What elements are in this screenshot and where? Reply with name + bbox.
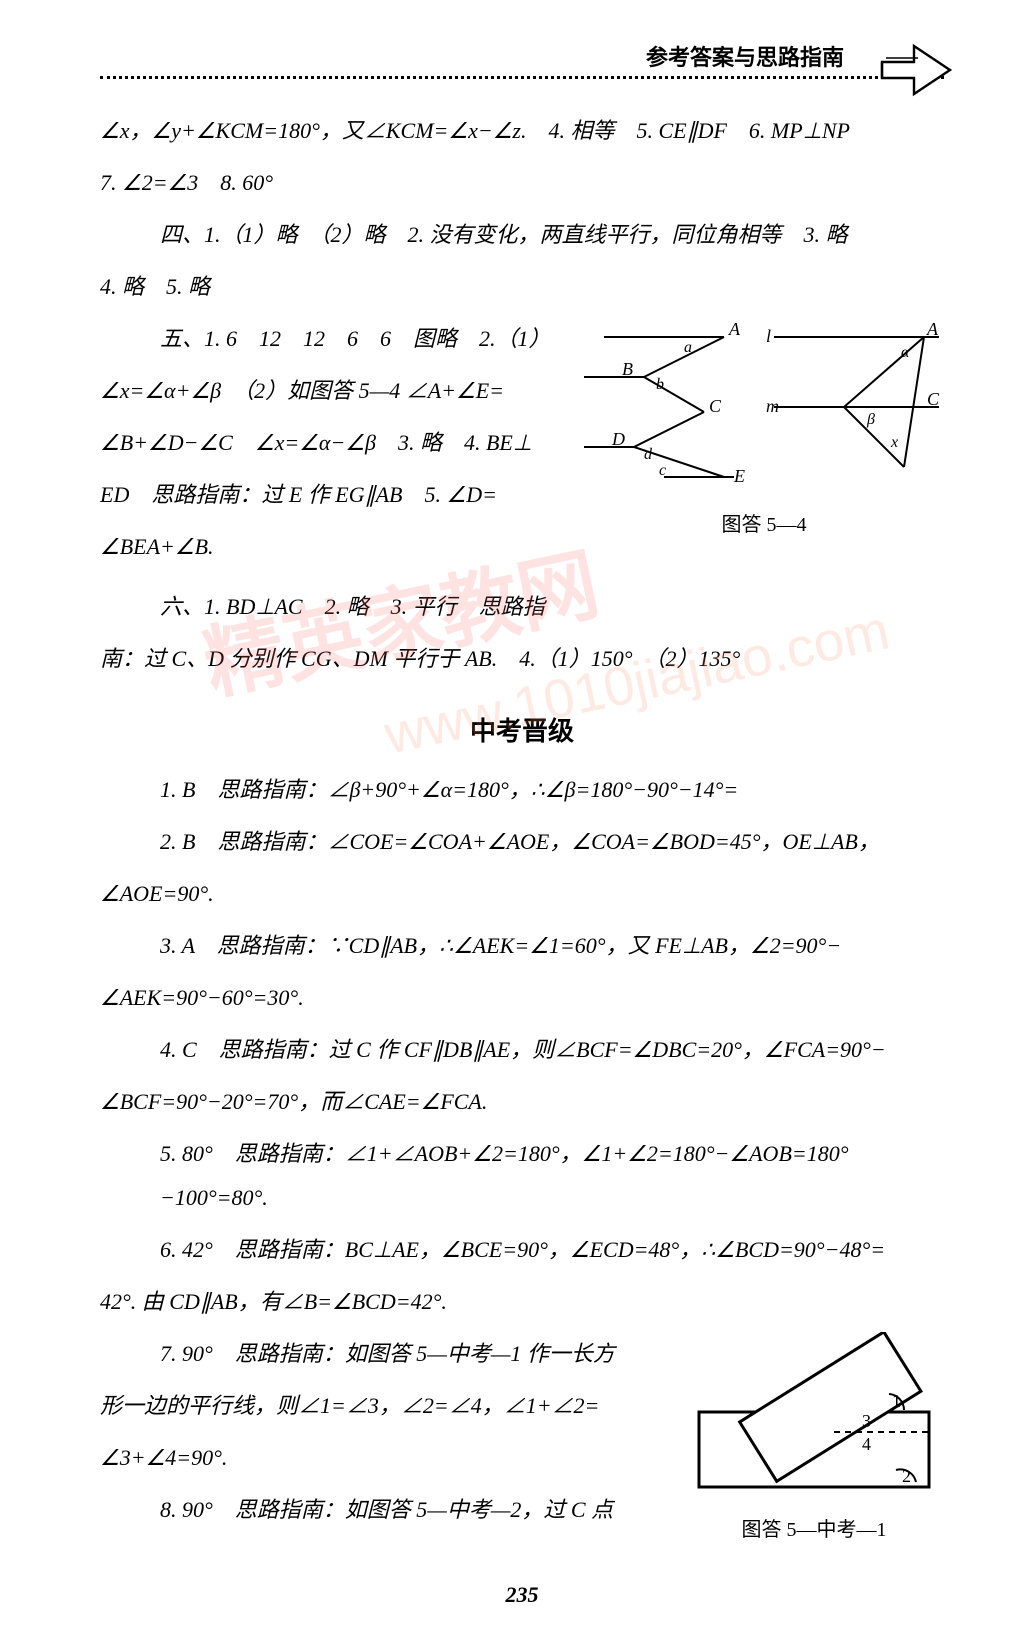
text-line: ∠x，∠y+∠KCM=180°，又∠KCM=∠x−∠z. 4. 相等 5. CE… [100,109,944,153]
svg-text:C: C [927,389,940,409]
svg-text:a: a [684,339,692,356]
svg-text:E: E [733,466,745,486]
section-title: 中考晋级 [100,711,944,748]
text-line: ∠BCF=90°−20°=70°，而∠CAE=∠FCA. [100,1080,944,1124]
text-line: 四、1.（1）略 （2）略 2. 没有变化，两直线平行，同位角相等 3. 略 [160,213,944,257]
svg-text:α: α [901,344,910,361]
text-line: ∠AEK=90°−60°=30°. [100,976,944,1020]
svg-text:D: D [611,429,625,449]
svg-text:m: m [766,396,779,416]
svg-text:b: b [656,376,664,393]
page-header: 参考答案与思路指南 [100,40,944,72]
svg-text:A: A [926,319,939,339]
arrow-icon [874,30,954,110]
figure-5-4: A a B b C D d c E l A m C α β x 图答 5—4 [584,317,944,537]
figure-caption: 图答 5—中考—1 [684,1513,944,1542]
text-line: ∠AOE=90°. [100,872,944,916]
svg-text:4: 4 [862,1434,871,1454]
text-line: 4. 略 5. 略 [100,265,944,309]
text-line: 3. A 思路指南：∵CD∥AB，∴∠AEK=∠1=60°，又 FE⊥AB，∠2… [160,924,944,968]
svg-text:c: c [659,462,666,479]
svg-text:C: C [709,396,722,416]
text-line: 六、1. BD⊥AC 2. 略 3. 平行 思路指 [160,585,944,629]
text-line: 南：过 C、D 分别作 CG、DM 平行于 AB. 4.（1）150° （2）1… [100,637,944,681]
figure-caption: 图答 5—4 [584,508,944,537]
figure-zk-1: 1 3 4 2 图答 5—中考—1 [684,1332,944,1542]
text-line: 7. ∠2=∠3 8. 60° [100,161,944,205]
header-divider [100,76,944,79]
svg-text:x: x [890,434,898,451]
text-line: 6. 42° 思路指南：BC⊥AE，∠BCE=90°，∠ECD=48°，∴∠BC… [160,1228,944,1272]
text-line: 42°. 由 CD∥AB，有∠B=∠BCD=42°. [100,1280,944,1324]
svg-text:l: l [766,326,771,346]
text-line: 1. B 思路指南：∠β+90°+∠α=180°，∴∠β=180°−90°−14… [160,768,944,812]
svg-text:3: 3 [862,1411,871,1431]
page-number: 235 [100,1582,944,1608]
text-line: 5. 80° 思路指南：∠1+∠AOB+∠2=180°，∠1+∠2=180°−∠… [160,1132,944,1220]
svg-text:B: B [622,359,633,379]
text-line: 2. B 思路指南：∠COE=∠COA+∠AOE，∠COA=∠BOD=45°，O… [160,820,944,864]
svg-text:A: A [728,319,741,339]
svg-text:d: d [644,446,653,463]
text-line: 4. C 思路指南：过 C 作 CF∥DB∥AE，则∠BCF=∠DBC=20°，… [160,1028,944,1072]
svg-text:β: β [866,411,875,428]
